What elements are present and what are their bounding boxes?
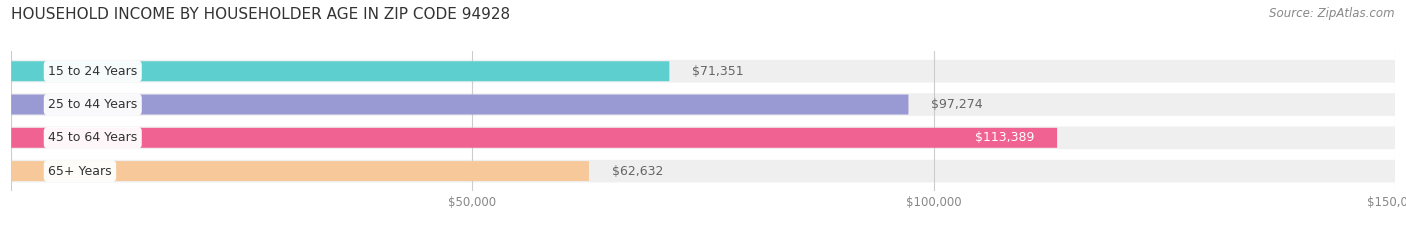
- FancyBboxPatch shape: [11, 127, 1395, 149]
- Text: 65+ Years: 65+ Years: [48, 164, 111, 178]
- FancyBboxPatch shape: [11, 160, 1395, 182]
- Text: 25 to 44 Years: 25 to 44 Years: [48, 98, 138, 111]
- FancyBboxPatch shape: [11, 60, 1395, 82]
- Text: HOUSEHOLD INCOME BY HOUSEHOLDER AGE IN ZIP CODE 94928: HOUSEHOLD INCOME BY HOUSEHOLDER AGE IN Z…: [11, 7, 510, 22]
- Text: 15 to 24 Years: 15 to 24 Years: [48, 65, 138, 78]
- Text: $113,389: $113,389: [974, 131, 1033, 144]
- FancyBboxPatch shape: [11, 161, 589, 181]
- FancyBboxPatch shape: [11, 93, 1395, 116]
- FancyBboxPatch shape: [11, 128, 1057, 148]
- Text: Source: ZipAtlas.com: Source: ZipAtlas.com: [1270, 7, 1395, 20]
- FancyBboxPatch shape: [11, 61, 669, 81]
- Text: $62,632: $62,632: [612, 164, 664, 178]
- Text: 45 to 64 Years: 45 to 64 Years: [48, 131, 138, 144]
- Text: $97,274: $97,274: [932, 98, 983, 111]
- Text: $71,351: $71,351: [692, 65, 744, 78]
- FancyBboxPatch shape: [11, 95, 908, 114]
